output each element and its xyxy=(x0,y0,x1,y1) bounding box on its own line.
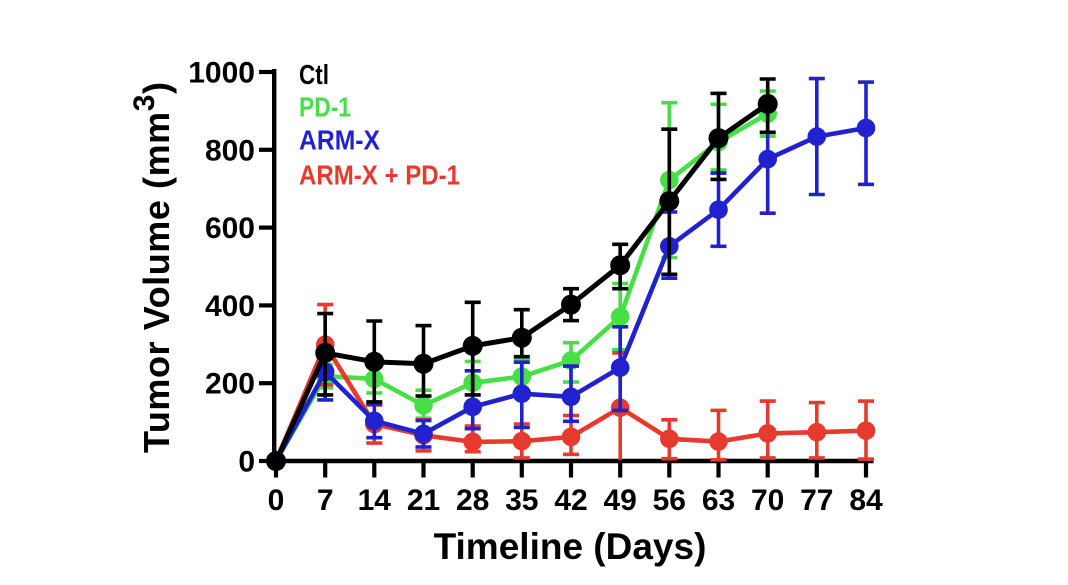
svg-text:0: 0 xyxy=(268,484,285,517)
svg-text:Ctl: Ctl xyxy=(299,59,329,90)
svg-text:ARM-X: ARM-X xyxy=(299,125,380,156)
svg-text:42: 42 xyxy=(554,484,587,517)
svg-text:77: 77 xyxy=(800,484,833,517)
svg-text:49: 49 xyxy=(604,484,637,517)
svg-text:21: 21 xyxy=(407,484,440,517)
svg-text:35: 35 xyxy=(505,484,538,517)
svg-text:63: 63 xyxy=(702,484,735,517)
svg-text:ARM-X + PD-1: ARM-X + PD-1 xyxy=(299,160,460,191)
svg-text:7: 7 xyxy=(317,484,334,517)
svg-text:70: 70 xyxy=(751,484,784,517)
svg-text:1000: 1000 xyxy=(188,57,255,90)
svg-text:28: 28 xyxy=(456,484,489,517)
svg-text:Timeline (Days): Timeline (Days) xyxy=(434,526,707,567)
svg-text:PD-1: PD-1 xyxy=(299,92,351,123)
svg-text:200: 200 xyxy=(205,368,255,401)
svg-text:400: 400 xyxy=(205,290,255,323)
svg-text:84: 84 xyxy=(849,484,883,517)
svg-text:56: 56 xyxy=(653,484,686,517)
svg-text:600: 600 xyxy=(205,212,255,245)
svg-text:800: 800 xyxy=(205,134,255,167)
svg-text:0: 0 xyxy=(238,446,255,479)
svg-text:14: 14 xyxy=(358,484,392,517)
svg-text:Tumor Volume (mm3): Tumor Volume (mm3) xyxy=(128,82,177,453)
